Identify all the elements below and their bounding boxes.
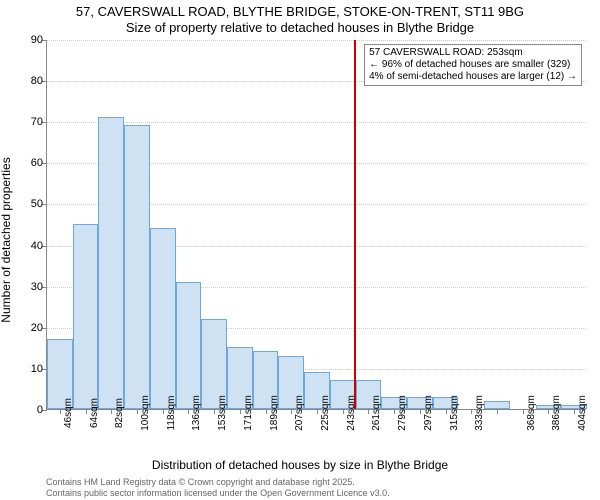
x-axis-label: Distribution of detached houses by size …	[0, 458, 600, 472]
xtick-mark	[548, 409, 549, 414]
histogram-plot: 010203040506070809046sqm64sqm82sqm100sqm…	[46, 40, 586, 410]
histogram-bar	[73, 224, 99, 409]
histogram-bar	[98, 117, 124, 409]
title-address: 57, CAVERSWALL ROAD, BLYTHE BRIDGE, STOK…	[0, 4, 600, 19]
ytick-label: 0	[37, 404, 43, 416]
xtick-mark	[420, 409, 421, 414]
annotation-line: ← 96% of detached houses are smaller (32…	[369, 59, 577, 71]
gridline	[47, 40, 586, 41]
xtick-label: 315sqm	[449, 395, 460, 431]
annotation-line: 4% of semi-detached houses are larger (1…	[369, 71, 577, 83]
xtick-mark	[163, 409, 164, 414]
xtick-mark	[111, 409, 112, 414]
xtick-mark	[446, 409, 447, 414]
annotation-box: 57 CAVERSWALL ROAD: 253sqm← 96% of detac…	[364, 44, 582, 86]
xtick-mark	[291, 409, 292, 414]
xtick-mark	[368, 409, 369, 414]
xtick-mark	[497, 409, 498, 414]
footer-line2: Contains public sector information licen…	[46, 488, 390, 498]
histogram-bar	[484, 401, 510, 409]
ytick-label: 20	[31, 322, 43, 334]
xtick-label: 368sqm	[526, 395, 537, 431]
xtick-mark	[60, 409, 61, 414]
xtick-mark	[574, 409, 575, 414]
histogram-bar	[176, 282, 202, 409]
xtick-label: 404sqm	[577, 395, 588, 431]
histogram-bar	[150, 228, 176, 409]
xtick-mark	[317, 409, 318, 414]
ytick-label: 30	[31, 281, 43, 293]
xtick-mark	[266, 409, 267, 414]
ytick-label: 70	[31, 116, 43, 128]
ytick-label: 40	[31, 240, 43, 252]
ytick-label: 80	[31, 75, 43, 87]
annotation-line: 57 CAVERSWALL ROAD: 253sqm	[369, 47, 577, 59]
ytick-label: 60	[31, 157, 43, 169]
title-subtitle: Size of property relative to detached ho…	[0, 20, 600, 35]
marker-line	[354, 40, 356, 409]
footer-attribution: Contains HM Land Registry data © Crown c…	[46, 477, 390, 498]
xtick-mark	[137, 409, 138, 414]
ytick-label: 50	[31, 198, 43, 210]
xtick-mark	[214, 409, 215, 414]
ytick-label: 10	[31, 363, 43, 375]
xtick-mark	[343, 409, 344, 414]
y-axis-label: Number of detached properties	[0, 157, 13, 322]
xtick-mark	[86, 409, 87, 414]
ytick-label: 90	[31, 34, 43, 46]
xtick-mark	[394, 409, 395, 414]
xtick-mark	[188, 409, 189, 414]
footer-line1: Contains HM Land Registry data © Crown c…	[46, 477, 390, 487]
histogram-bar	[124, 125, 150, 409]
xtick-mark	[471, 409, 472, 414]
xtick-mark	[523, 409, 524, 414]
xtick-mark	[240, 409, 241, 414]
gridline	[47, 122, 586, 123]
xtick-label: 386sqm	[551, 395, 562, 431]
